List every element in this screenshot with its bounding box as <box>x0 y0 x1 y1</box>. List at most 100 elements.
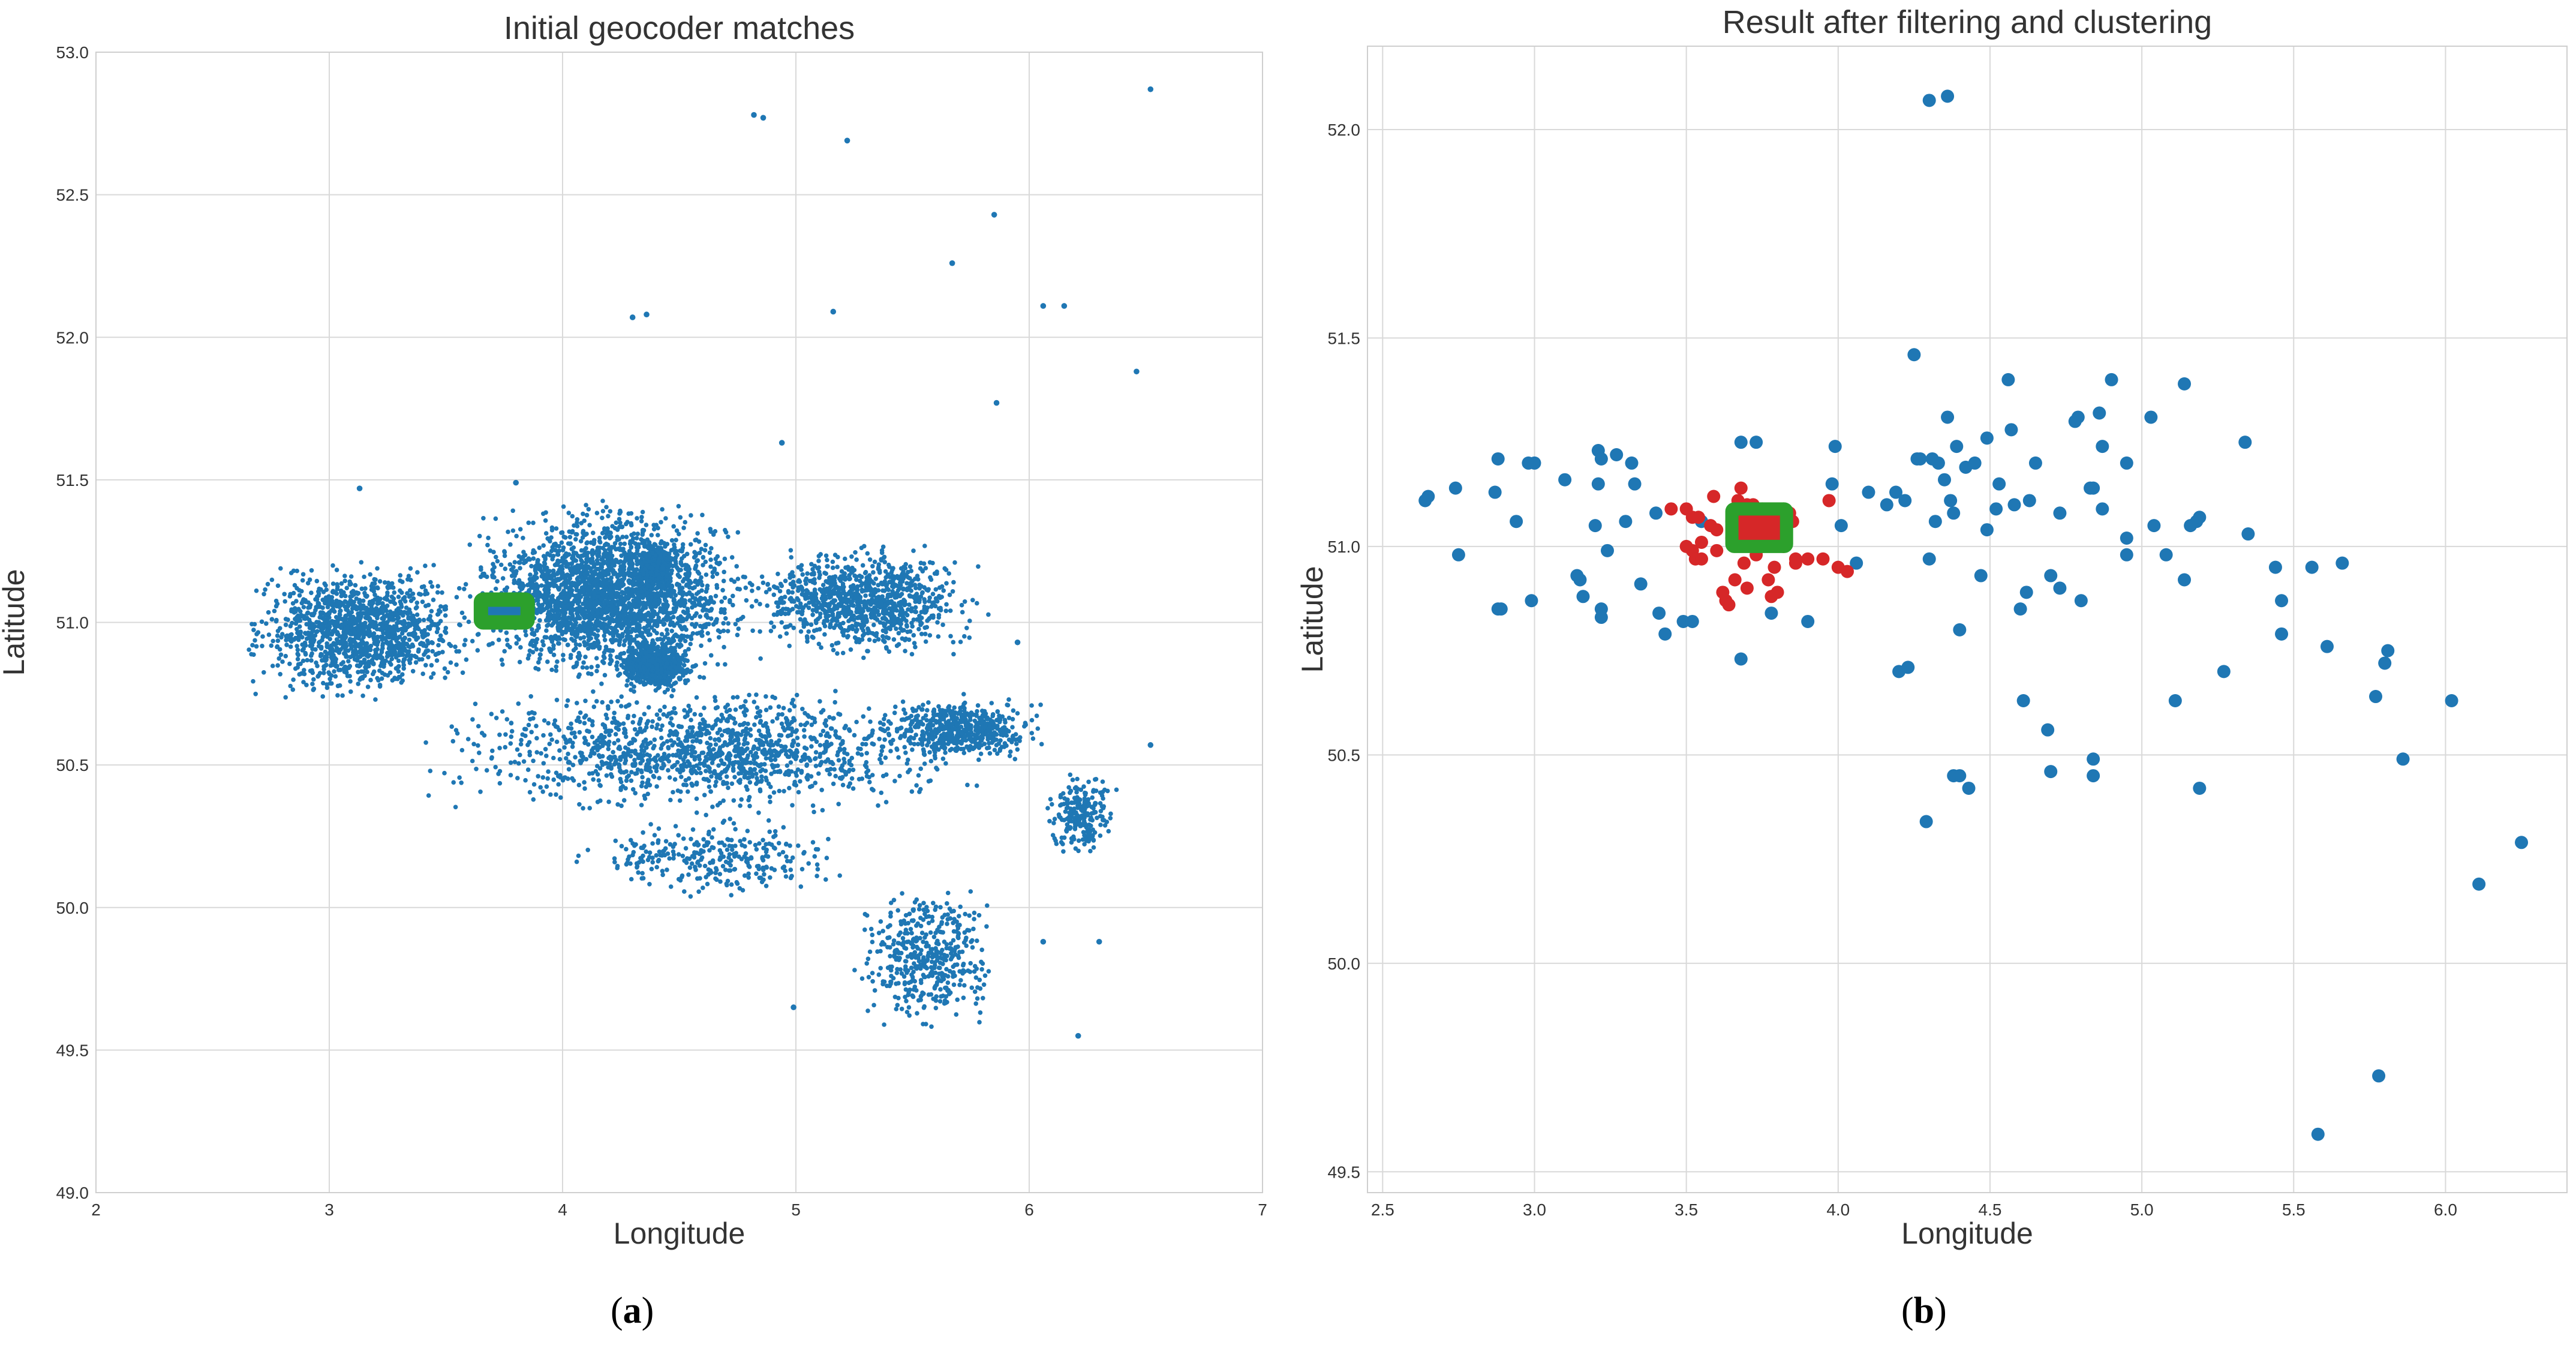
data-point <box>689 616 695 621</box>
data-point <box>327 598 332 602</box>
data-point <box>582 616 587 620</box>
data-point <box>263 587 267 592</box>
data-point <box>596 628 600 633</box>
data-point <box>633 596 639 601</box>
data-point <box>362 607 368 611</box>
data-point <box>642 551 647 556</box>
data-point <box>399 631 405 636</box>
data-point <box>448 660 453 665</box>
data-point <box>602 634 607 638</box>
data-point <box>537 545 542 550</box>
data-point <box>597 646 602 651</box>
data-point <box>594 656 599 661</box>
data-point <box>594 668 599 674</box>
data-point <box>463 582 468 587</box>
data-point <box>574 595 579 599</box>
data-point <box>532 643 537 648</box>
data-point <box>413 660 419 665</box>
data-point <box>685 610 690 615</box>
data-point <box>345 629 350 634</box>
data-point <box>443 630 449 635</box>
data-point <box>583 622 588 628</box>
data-point <box>401 662 406 668</box>
data-point <box>835 565 840 569</box>
data-point <box>545 659 550 664</box>
data-point <box>435 584 440 589</box>
data-point <box>723 616 728 621</box>
data-point <box>705 631 710 636</box>
data-point <box>626 619 631 623</box>
data-point <box>470 638 475 644</box>
data-point <box>607 565 612 570</box>
data-point <box>683 520 687 525</box>
data-point <box>576 569 581 574</box>
data-point <box>423 649 429 654</box>
data-point <box>639 515 644 520</box>
data-point <box>660 572 665 577</box>
data-point <box>334 568 339 572</box>
data-point <box>602 673 608 678</box>
data-point <box>612 559 618 565</box>
data-point <box>569 530 575 535</box>
data-point <box>338 608 343 613</box>
data-point <box>591 550 596 555</box>
data-point <box>552 542 557 547</box>
data-point <box>561 653 566 658</box>
data-point <box>414 612 420 617</box>
data-point <box>616 602 621 607</box>
data-point <box>480 571 485 577</box>
data-point <box>703 542 708 548</box>
data-point <box>734 564 739 569</box>
data-point <box>332 627 338 632</box>
data-point <box>666 567 671 572</box>
data-point <box>690 605 695 610</box>
data-point <box>705 599 710 604</box>
data-point <box>358 631 363 637</box>
data-point <box>335 584 340 589</box>
data-point <box>324 641 329 646</box>
data-point <box>643 681 648 686</box>
data-point <box>429 584 435 589</box>
data-point <box>665 631 670 637</box>
data-point <box>337 634 342 639</box>
data-point <box>560 573 564 578</box>
data-point <box>530 650 536 655</box>
data-point <box>379 676 384 681</box>
data-point <box>401 657 407 662</box>
data-point <box>589 665 594 670</box>
data-point <box>443 613 448 618</box>
data-point <box>574 532 579 537</box>
data-point <box>383 607 388 612</box>
data-point <box>380 610 385 616</box>
data-point <box>654 593 659 599</box>
data-point <box>696 571 702 576</box>
data-point <box>725 629 731 634</box>
data-point <box>345 608 350 613</box>
data-point <box>247 647 251 652</box>
data-point <box>572 599 577 604</box>
data-point <box>306 631 311 635</box>
data-point <box>280 659 285 664</box>
data-point <box>597 601 602 605</box>
data-point <box>294 568 300 574</box>
data-point <box>686 678 690 683</box>
data-point <box>301 597 306 602</box>
data-point <box>626 586 631 591</box>
data-point <box>348 679 353 684</box>
data-point <box>362 632 367 637</box>
data-point <box>647 541 652 546</box>
data-point <box>615 606 620 611</box>
data-point <box>365 684 371 689</box>
data-point <box>576 674 581 679</box>
data-point <box>680 549 684 554</box>
data-point <box>710 574 716 579</box>
data-point <box>500 662 505 667</box>
data-point <box>398 599 403 604</box>
data-point <box>521 536 525 541</box>
data-point <box>421 617 426 623</box>
data-point <box>493 516 498 521</box>
data-point <box>416 635 420 640</box>
data-point <box>316 589 321 594</box>
data-point <box>731 593 735 599</box>
data-point <box>373 697 378 702</box>
